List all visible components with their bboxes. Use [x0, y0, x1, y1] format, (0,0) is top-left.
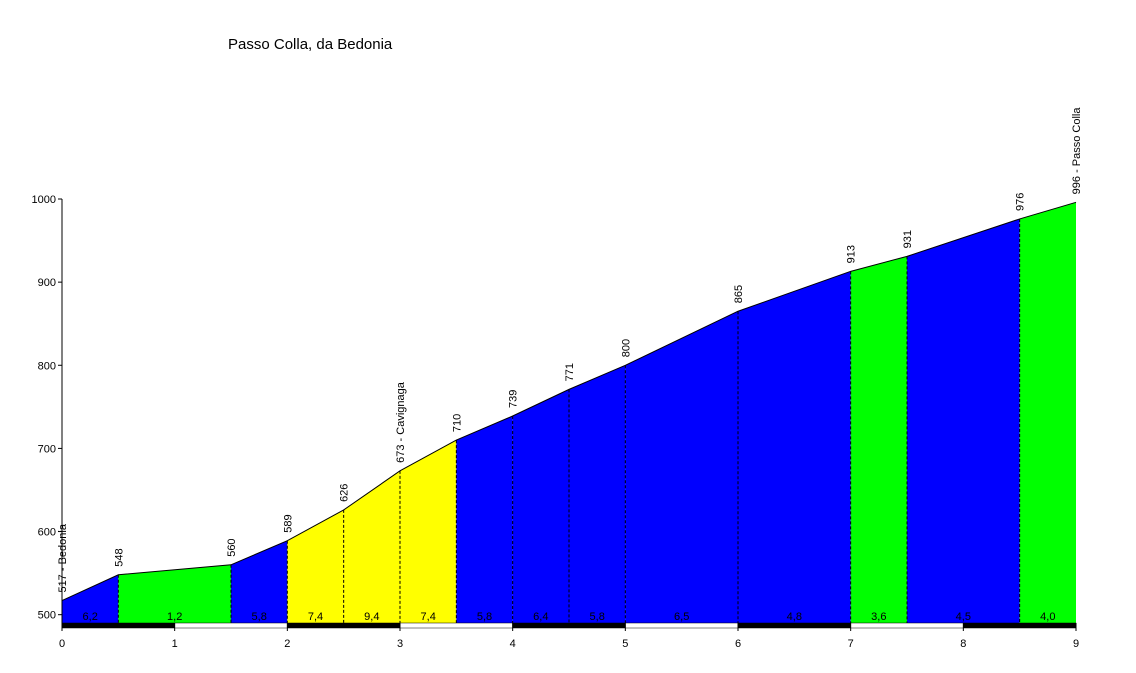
km-bar	[512, 622, 626, 629]
point-label: 996 - Passo Colla	[1071, 107, 1083, 195]
km-bar	[963, 622, 1077, 629]
segment-area	[231, 540, 288, 623]
y-tick-label: 800	[38, 360, 56, 372]
x-tick-label: 0	[59, 638, 65, 650]
km-bar	[287, 622, 401, 629]
x-tick-label: 5	[622, 638, 628, 650]
point-label: 931	[902, 230, 914, 248]
segment-area	[738, 271, 851, 623]
point-label: 517 - Bedonia	[57, 523, 69, 592]
segment-area	[850, 256, 907, 623]
y-tick-label: 600	[38, 527, 56, 539]
gradient-label: 4,5	[956, 611, 971, 623]
segment-area	[343, 470, 400, 623]
gradient-label: 6,5	[674, 611, 689, 623]
point-label: 800	[620, 339, 632, 357]
y-tick-label: 700	[38, 443, 56, 455]
gradient-label: 1,2	[167, 611, 182, 623]
segment-area	[625, 311, 738, 623]
point-label: 865	[733, 285, 745, 303]
gradient-label: 9,4	[364, 611, 379, 623]
point-label: 913	[846, 245, 858, 263]
chart-title: Passo Colla, da Bedonia	[228, 36, 393, 53]
km-bar	[737, 622, 851, 629]
point-label: 626	[339, 484, 351, 502]
point-label: 976	[1015, 193, 1027, 211]
km-bar	[399, 622, 513, 629]
x-tick-label: 6	[735, 638, 741, 650]
gradient-label: 6,2	[83, 611, 98, 623]
point-label: 560	[226, 538, 238, 556]
segment-area	[907, 218, 1020, 623]
point-label: 739	[508, 390, 520, 408]
x-tick-label: 8	[960, 638, 966, 650]
gradient-label: 4,0	[1040, 611, 1055, 623]
km-bar	[850, 622, 964, 629]
point-label: 771	[564, 363, 576, 381]
segment-area	[118, 564, 231, 623]
y-tick-label: 1000	[32, 194, 56, 206]
gradient-label: 7,4	[421, 611, 436, 623]
x-tick-label: 3	[397, 638, 403, 650]
gradient-label: 5,8	[590, 611, 605, 623]
x-tick-label: 1	[172, 638, 178, 650]
x-tick-label: 2	[284, 638, 290, 650]
segment-area	[62, 574, 119, 623]
km-bar	[625, 622, 739, 629]
x-tick-label: 4	[510, 638, 516, 650]
point-label: 548	[113, 548, 125, 566]
x-tick-label: 9	[1073, 638, 1079, 650]
gradient-label: 6,4	[533, 611, 548, 623]
point-label: 710	[451, 414, 463, 432]
segment-area	[287, 509, 344, 623]
km-bar	[174, 622, 288, 629]
segment-area	[512, 389, 569, 623]
y-tick-label: 900	[38, 277, 56, 289]
y-tick-label: 500	[38, 610, 56, 622]
segment-area	[456, 415, 513, 623]
segment-area	[569, 365, 626, 623]
gradient-label: 7,4	[308, 611, 323, 623]
km-bar	[61, 622, 175, 629]
segment-area	[400, 440, 457, 623]
x-tick-label: 7	[848, 638, 854, 650]
segment-area	[1019, 202, 1076, 623]
gradient-label: 4,8	[787, 611, 802, 623]
gradient-label: 5,8	[252, 611, 267, 623]
point-label: 589	[282, 514, 294, 532]
gradient-label: 5,8	[477, 611, 492, 623]
gradient-label: 3,6	[871, 611, 886, 623]
point-label: 673 - Cavignaga	[395, 381, 407, 463]
